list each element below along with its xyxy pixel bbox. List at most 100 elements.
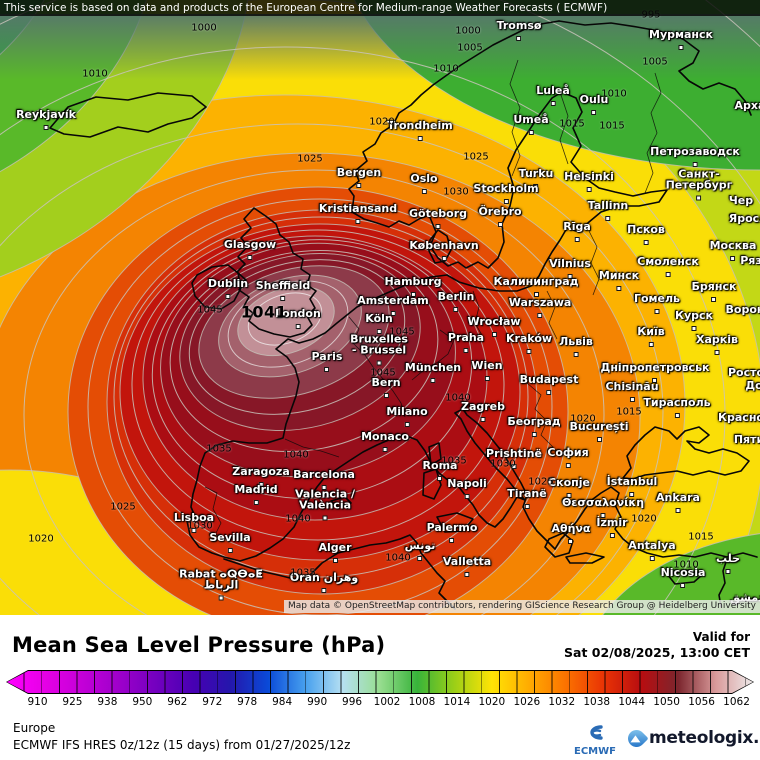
city-marker-icon xyxy=(725,569,731,574)
city-marker-icon xyxy=(227,548,233,553)
city-label: Ворон xyxy=(725,303,760,316)
scale-tick-label: 1050 xyxy=(653,696,680,708)
city-marker-icon xyxy=(568,539,574,544)
city-marker-icon xyxy=(463,348,469,353)
city-label: Stockholm xyxy=(473,179,539,204)
region-label: Europe xyxy=(13,721,56,735)
city-label: Prishtinë xyxy=(486,444,542,469)
map-attribution: Map data © OpenStreetMap contributors, r… xyxy=(284,600,760,613)
legend-bar-cells xyxy=(7,671,753,693)
city-label: Berlin xyxy=(438,287,474,312)
scale-tick-label: 950 xyxy=(132,696,153,708)
contour-label: 1015 xyxy=(616,406,642,418)
city-label: Amsterdam xyxy=(357,291,429,316)
contour-label: 1040 xyxy=(283,449,309,461)
city-label: Београд xyxy=(507,412,561,437)
city-label: Paris xyxy=(312,347,342,372)
city-marker-icon xyxy=(480,417,486,422)
city-label: Rabat ⴰⵕⴱⴰⵟ الرباط xyxy=(179,569,263,601)
contour-label: 1020 xyxy=(28,533,54,545)
city-label: Valletta xyxy=(443,552,491,577)
meteologix-brand[interactable]: meteologix.com xyxy=(624,725,760,751)
contour-label: 1040 xyxy=(385,552,411,564)
contour-label: 1005 xyxy=(457,42,483,54)
contour-label-layer: 1041 995 1000 1000 1005 1 xyxy=(28,10,714,579)
city-label: Tromsø xyxy=(497,16,541,41)
scale-tick-label: 1044 xyxy=(618,696,646,708)
scale-tick-label: 996 xyxy=(342,696,363,708)
city-marker-icon xyxy=(566,493,572,498)
city-marker-icon xyxy=(295,324,301,329)
contour-label: 1015 xyxy=(688,531,714,543)
city-marker-icon xyxy=(533,292,539,297)
city-marker-icon xyxy=(404,422,410,427)
city-marker-icon xyxy=(390,311,396,316)
city-marker-icon xyxy=(586,187,592,192)
contour-label: 1035 xyxy=(441,455,467,467)
city-label: Madrid xyxy=(234,480,278,505)
city-label: Umeå xyxy=(513,110,549,135)
city-label: București xyxy=(569,417,629,442)
city-marker-icon xyxy=(674,413,680,418)
city-label: München xyxy=(405,358,461,383)
city-label: Арха xyxy=(734,99,760,112)
city-label: Monaco xyxy=(361,427,409,452)
city-label: Göteborg xyxy=(409,204,467,229)
contour-label: 1041 xyxy=(240,302,288,322)
city-label: Київ xyxy=(637,322,665,347)
city-label: Петрозаводск xyxy=(650,142,740,167)
city-marker-icon xyxy=(629,492,635,497)
city-marker-icon xyxy=(665,272,671,277)
contour-label: 1005 xyxy=(642,56,668,68)
city-label: Trondheim xyxy=(387,116,453,141)
city-label: København xyxy=(409,236,479,261)
ecmwf-logo[interactable]: ECMWF xyxy=(566,724,624,757)
city-marker-icon xyxy=(332,558,338,563)
ecmwf-logo-icon xyxy=(590,725,603,740)
city-marker-icon xyxy=(464,494,470,499)
city-marker-icon xyxy=(376,360,382,366)
city-marker-icon xyxy=(528,130,534,135)
scale-tick-label: 1062 xyxy=(723,696,750,708)
city-label: Zagreb xyxy=(461,397,505,422)
city-label: Росто xyxy=(727,366,760,379)
city-marker-icon xyxy=(258,482,264,487)
city-marker-icon xyxy=(711,297,717,302)
city-label: Bergen xyxy=(337,163,381,188)
scale-tick-label: 978 xyxy=(237,696,258,708)
city-marker-icon xyxy=(714,350,720,355)
contour-label: 1040 xyxy=(445,392,471,404)
city-marker-icon xyxy=(680,583,686,588)
city-marker-icon xyxy=(596,437,602,442)
city-label: Kristiansand xyxy=(319,199,397,224)
city-label: Красно xyxy=(718,411,760,424)
contour-label: 1010 xyxy=(82,68,108,80)
city-marker-icon xyxy=(376,329,382,334)
ecmwf-logo-text: ECMWF xyxy=(574,746,616,757)
city-label: Мурманск xyxy=(649,25,713,50)
isobar-contours xyxy=(0,0,760,615)
model-run-label: ECMWF IFS HRES 0z/12z (15 days) from 01/… xyxy=(13,738,351,752)
city-marker-icon xyxy=(497,222,503,227)
city-marker-icon xyxy=(643,240,649,245)
city-marker-icon xyxy=(441,256,447,261)
contour-label: 1045 xyxy=(389,326,415,338)
pressure-map[interactable]: This service is based on data and produc… xyxy=(0,0,760,615)
city-label: Αθήνα xyxy=(552,519,590,544)
city-label: Praha xyxy=(448,328,484,353)
contour-label: 1025 xyxy=(463,151,489,163)
city-marker-icon xyxy=(550,101,556,106)
country-borders xyxy=(204,59,662,538)
contour-label: 1030 xyxy=(443,186,469,198)
city-label: Θεσσαλονίκη xyxy=(562,493,644,518)
city-label: Zaragoza xyxy=(232,462,290,487)
scale-tick-label: 1002 xyxy=(373,696,401,708)
scale-tick-label: 1008 xyxy=(408,696,436,708)
scale-tick-label: 1026 xyxy=(513,696,541,708)
city-marker-icon xyxy=(253,500,259,505)
city-marker-icon xyxy=(574,237,580,242)
city-marker-icon xyxy=(437,476,443,481)
city-label: Пяти xyxy=(733,433,760,446)
city-marker-icon xyxy=(280,296,286,301)
